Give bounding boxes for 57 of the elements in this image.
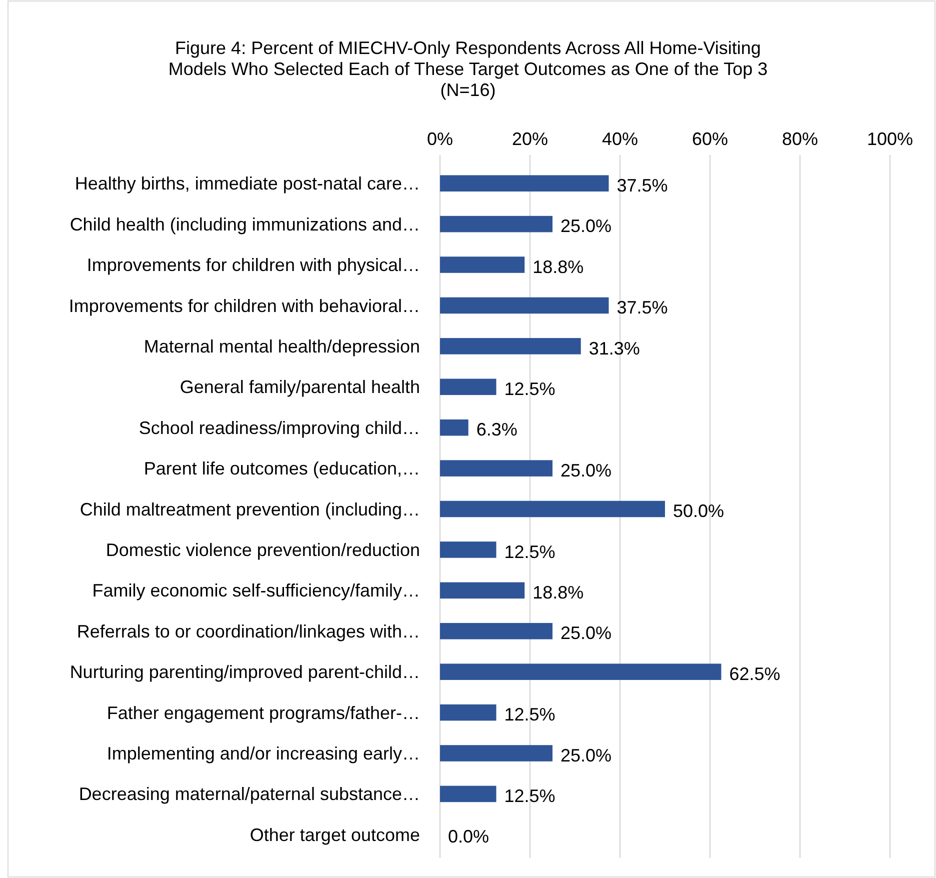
data-label: 12.5% — [504, 378, 556, 399]
bar — [440, 297, 609, 314]
data-label: 31.3% — [588, 338, 640, 358]
bar — [440, 500, 665, 518]
y-tick-label: General family/parental health — [180, 377, 420, 398]
data-label: 25.0% — [560, 460, 612, 480]
y-tick-label: Improvements for children with physical… — [86, 255, 420, 276]
bar — [440, 582, 525, 599]
y-tick-label: Family economic self-sufficiency/family… — [92, 580, 420, 601]
y-tick-label: Child maltreatment prevention (including… — [80, 499, 420, 520]
y-tick-label: Improvements for children with behavioral… — [68, 296, 420, 316]
bar — [440, 216, 552, 232]
data-label: 12.5% — [504, 704, 556, 725]
y-tick-label: Child health (including immunizations and… — [70, 214, 420, 234]
bar — [440, 622, 552, 640]
y-tick-label: Decreasing maternal/paternal substance… — [78, 784, 420, 804]
data-label: 25.0% — [560, 623, 612, 644]
y-tick-label: Implementing and/or increasing early… — [106, 744, 420, 764]
x-tick-label: 40% — [602, 129, 638, 149]
data-label: 37.5% — [616, 298, 668, 318]
bar — [440, 542, 496, 558]
y-tick-label: School readiness/improving child… — [138, 418, 420, 438]
chart-title: Figure 4: Percent of MIECHV-Only Respondents Across All Home-Visiting Models Who Selected Each of These Target Outcomes as One of the Top 3 (N=16) — [168, 38, 768, 100]
y-tick-label: Nurturing parenting/improved parent-child… — [70, 662, 420, 682]
bar — [440, 378, 496, 396]
data-label: 0.0% — [448, 826, 490, 847]
x-tick-label: 60% — [692, 129, 728, 149]
bar — [440, 256, 525, 273]
data-label: 18.8% — [532, 582, 584, 603]
y-tick-label: Maternal mental health/depression — [144, 336, 420, 356]
bar — [440, 704, 496, 721]
data-label: 25.0% — [560, 216, 612, 236]
data-label: 62.5% — [729, 664, 780, 684]
data-label: 25.0% — [560, 745, 612, 766]
y-tick-label: Parent life outcomes (education,… — [144, 458, 420, 479]
data-label: 12.5% — [504, 542, 556, 562]
bar — [440, 664, 722, 680]
bar — [440, 745, 552, 762]
bar — [440, 338, 581, 354]
bar — [440, 419, 468, 436]
data-label: 37.5% — [616, 175, 668, 196]
y-tick-label: Healthy births, immediate post-natal care… — [74, 174, 420, 194]
x-tick-label: 100% — [866, 129, 914, 149]
data-label: 18.8% — [532, 256, 584, 277]
data-label: 6.3% — [476, 420, 518, 440]
y-tick-label: Domestic violence prevention/reduction — [106, 540, 420, 560]
y-tick-label: Father engagement programs/father-… — [106, 702, 420, 723]
x-tick-label: 80% — [782, 129, 818, 149]
data-label: 12.5% — [504, 786, 556, 806]
bar — [440, 786, 496, 802]
bar — [440, 175, 609, 192]
bar — [440, 460, 552, 476]
x-tick-label: 0% — [426, 129, 454, 149]
y-tick-label: Other target outcome — [250, 824, 420, 845]
y-tick-label: Referrals to or coordination/linkages with… — [76, 621, 420, 642]
x-tick-label: 20% — [512, 129, 548, 149]
data-label: 50.0% — [673, 501, 724, 522]
